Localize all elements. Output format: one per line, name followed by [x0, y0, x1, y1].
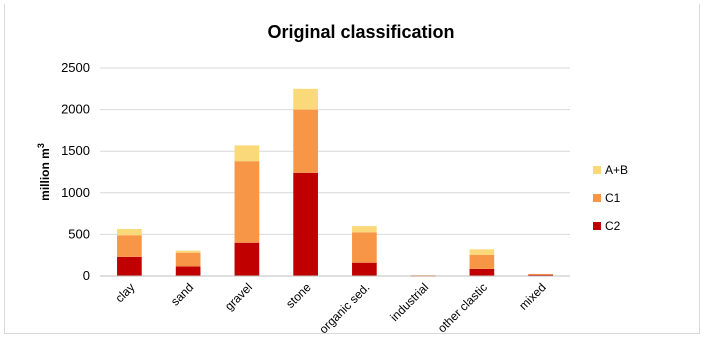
y-tick-label: 1500 [61, 143, 90, 158]
x-tick-label: clay [113, 280, 138, 305]
y-axis-title-superscript: 3 [36, 143, 46, 148]
bar-c2-sand [175, 266, 201, 276]
chart-frame [4, 4, 700, 334]
bar-ab-organic-sed- [352, 226, 377, 233]
y-tick-label: 0 [83, 268, 90, 283]
bar-ab-stone [293, 88, 318, 110]
legend-label: A+B [605, 163, 628, 177]
legend: A+B C1 C2 [593, 163, 628, 233]
y-tick-label: 500 [68, 226, 90, 241]
legend-swatch-c1 [593, 194, 601, 202]
legend-swatch-ab [593, 166, 601, 174]
x-tick-label: mixed [516, 280, 549, 313]
bar-ab-other-clastic [469, 249, 495, 255]
bar-c2-clay [117, 256, 142, 276]
bar-c2-organic-sed- [352, 262, 377, 276]
chart-title: Original classification [267, 22, 454, 42]
x-tick-label: other clastic [435, 280, 490, 335]
y-tick-labels: 0 500 1000 1500 2000 2500 [61, 60, 90, 283]
bar-c2-stone [293, 172, 318, 276]
bar-c1-sand [175, 252, 201, 267]
x-tick-label: sand [168, 280, 196, 308]
y-tick-label: 2000 [61, 102, 90, 117]
bar-c1-organic-sed- [352, 232, 377, 263]
bar-c1-stone [293, 109, 318, 173]
bar-c2-mixed [528, 274, 553, 276]
y-axis-title: million m3 [36, 143, 52, 201]
bar-ab-sand [175, 250, 201, 253]
bars [117, 88, 553, 277]
y-tick-label: 2500 [61, 60, 90, 75]
bar-c1-clay [117, 235, 142, 257]
legend-label: C2 [605, 219, 621, 233]
x-tick-label: stone [283, 280, 314, 311]
y-axis-title-text: million m [38, 148, 52, 201]
bar-ab-gravel [234, 145, 260, 162]
x-tick-label: gravel [222, 280, 255, 313]
legend-swatch-c2 [593, 222, 601, 230]
bar-c1-gravel [234, 161, 260, 243]
bar-c1-other-clastic [469, 254, 495, 269]
legend-label: C1 [605, 191, 621, 205]
y-tick-label: 1000 [61, 185, 90, 200]
x-tick-labels: clay sand gravel stone organic sed. industria… [113, 280, 549, 336]
gridlines [100, 67, 570, 235]
bar-c2-other-clastic [469, 268, 495, 276]
x-tick-label: industrial [387, 280, 431, 324]
bar-ab-clay [117, 228, 142, 236]
bar-c1-mixed [528, 273, 553, 275]
x-tick-label: organic sed. [316, 280, 372, 336]
bar-c2-gravel [234, 242, 260, 276]
